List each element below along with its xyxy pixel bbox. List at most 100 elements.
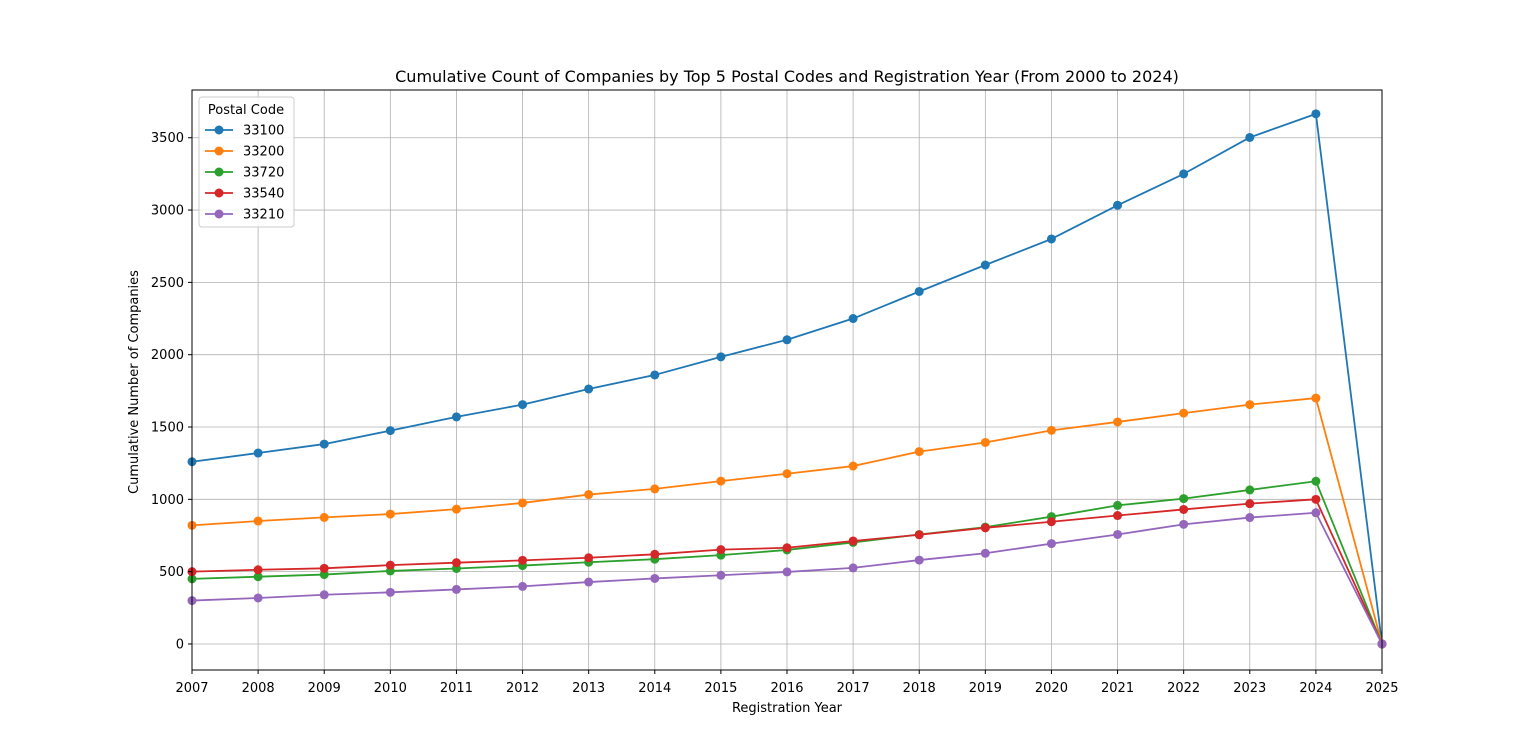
legend-item-33540: 33540: [205, 187, 284, 202]
data-point: [980, 548, 990, 558]
data-point: [518, 400, 528, 410]
y-tick-label: 0: [176, 637, 184, 652]
x-tick-label: 2017: [837, 681, 870, 696]
data-point: [1113, 500, 1123, 510]
x-tick-label: 2022: [1167, 681, 1200, 696]
y-axis-label: Cumulative Number of Companies: [127, 270, 142, 494]
data-point: [584, 384, 594, 394]
series-layer: [187, 109, 1387, 649]
legend-item-33720: 33720: [205, 166, 284, 181]
data-point: [1245, 132, 1255, 142]
data-point: [1179, 408, 1189, 418]
x-tick-label: 2016: [770, 681, 803, 696]
data-point: [451, 504, 461, 514]
x-axis-ticks: 2007 2008 2009 2010 2011 2012 2013 2014 2015 2016…: [175, 670, 1399, 696]
y-axis-ticks: 0 500 1000 1500 2000 2500 3000 3500: [151, 131, 192, 652]
x-tick-label: 2008: [242, 681, 275, 696]
data-point: [848, 314, 858, 324]
x-tick-label: 2007: [175, 681, 208, 696]
series-33210: [187, 508, 1387, 649]
x-tick-label: 2013: [572, 681, 605, 696]
data-point: [1179, 504, 1189, 514]
data-point: [253, 565, 263, 575]
data-point: [914, 530, 924, 540]
y-tick-label: 2500: [151, 276, 184, 291]
legend-item-33100: 33100: [205, 124, 284, 139]
data-point: [385, 560, 395, 570]
data-point: [848, 461, 858, 471]
y-tick-label: 500: [159, 565, 184, 580]
x-tick-label: 2012: [506, 681, 539, 696]
data-point: [1179, 519, 1189, 529]
legend-swatch-marker: [214, 146, 224, 156]
legend-swatch-marker: [214, 209, 224, 219]
legend-label: 33100: [243, 124, 284, 139]
data-point: [319, 439, 329, 449]
data-point: [716, 545, 726, 555]
legend-swatch-marker: [214, 188, 224, 198]
data-point: [1311, 109, 1321, 119]
data-point: [782, 543, 792, 553]
x-tick-label: 2021: [1101, 681, 1134, 696]
data-point: [716, 352, 726, 362]
x-tick-label: 2018: [903, 681, 936, 696]
data-point: [1245, 485, 1255, 495]
x-tick-label: 2011: [440, 681, 473, 696]
data-point: [1113, 511, 1123, 521]
data-point: [451, 584, 461, 594]
data-point: [1311, 393, 1321, 403]
data-point: [518, 555, 528, 565]
data-point: [319, 590, 329, 600]
data-point: [253, 593, 263, 603]
data-point: [1113, 529, 1123, 539]
data-point: [385, 587, 395, 597]
data-point: [980, 523, 990, 533]
data-point: [385, 426, 395, 436]
data-point: [1311, 476, 1321, 486]
legend: Postal Code 33100 33200 33720 33540 33210: [198, 96, 295, 228]
grid-lines: [191, 90, 1383, 670]
data-point: [980, 437, 990, 447]
data-point: [1046, 234, 1056, 244]
data-point: [782, 469, 792, 479]
data-point: [518, 581, 528, 591]
data-point: [1046, 425, 1056, 435]
data-point: [650, 370, 660, 380]
x-tick-label: 2020: [1035, 681, 1068, 696]
y-tick-label: 1000: [151, 493, 184, 508]
data-point: [782, 335, 792, 345]
data-point: [1046, 517, 1056, 527]
data-point: [584, 490, 594, 500]
data-point: [650, 484, 660, 494]
series-33200: [187, 393, 1387, 649]
data-point: [980, 260, 990, 270]
legend-item-33210: 33210: [205, 208, 284, 223]
legend-swatch-marker: [214, 167, 224, 177]
series-33100: [187, 109, 1387, 649]
data-point: [1113, 417, 1123, 427]
data-point: [451, 412, 461, 422]
y-tick-label: 2000: [151, 348, 184, 363]
data-point: [914, 447, 924, 457]
x-tick-label: 2009: [308, 681, 341, 696]
x-tick-label: 2023: [1233, 681, 1266, 696]
data-point: [650, 573, 660, 583]
data-point: [1046, 539, 1056, 549]
data-point: [253, 448, 263, 458]
data-point: [319, 563, 329, 573]
data-point: [848, 536, 858, 546]
data-point: [1245, 499, 1255, 509]
data-point: [584, 577, 594, 587]
data-point: [1245, 400, 1255, 410]
x-tick-label: 2014: [638, 681, 671, 696]
legend-title: Postal Code: [208, 103, 284, 118]
data-point: [385, 509, 395, 519]
data-point: [319, 512, 329, 522]
data-point: [650, 549, 660, 559]
legend-items: 33100 33200 33720 33540 33210: [205, 124, 284, 223]
x-tick-label: 2019: [969, 681, 1002, 696]
legend-label: 33200: [243, 145, 284, 160]
data-point: [848, 563, 858, 573]
x-tick-label: 2015: [704, 681, 737, 696]
data-point: [518, 498, 528, 508]
